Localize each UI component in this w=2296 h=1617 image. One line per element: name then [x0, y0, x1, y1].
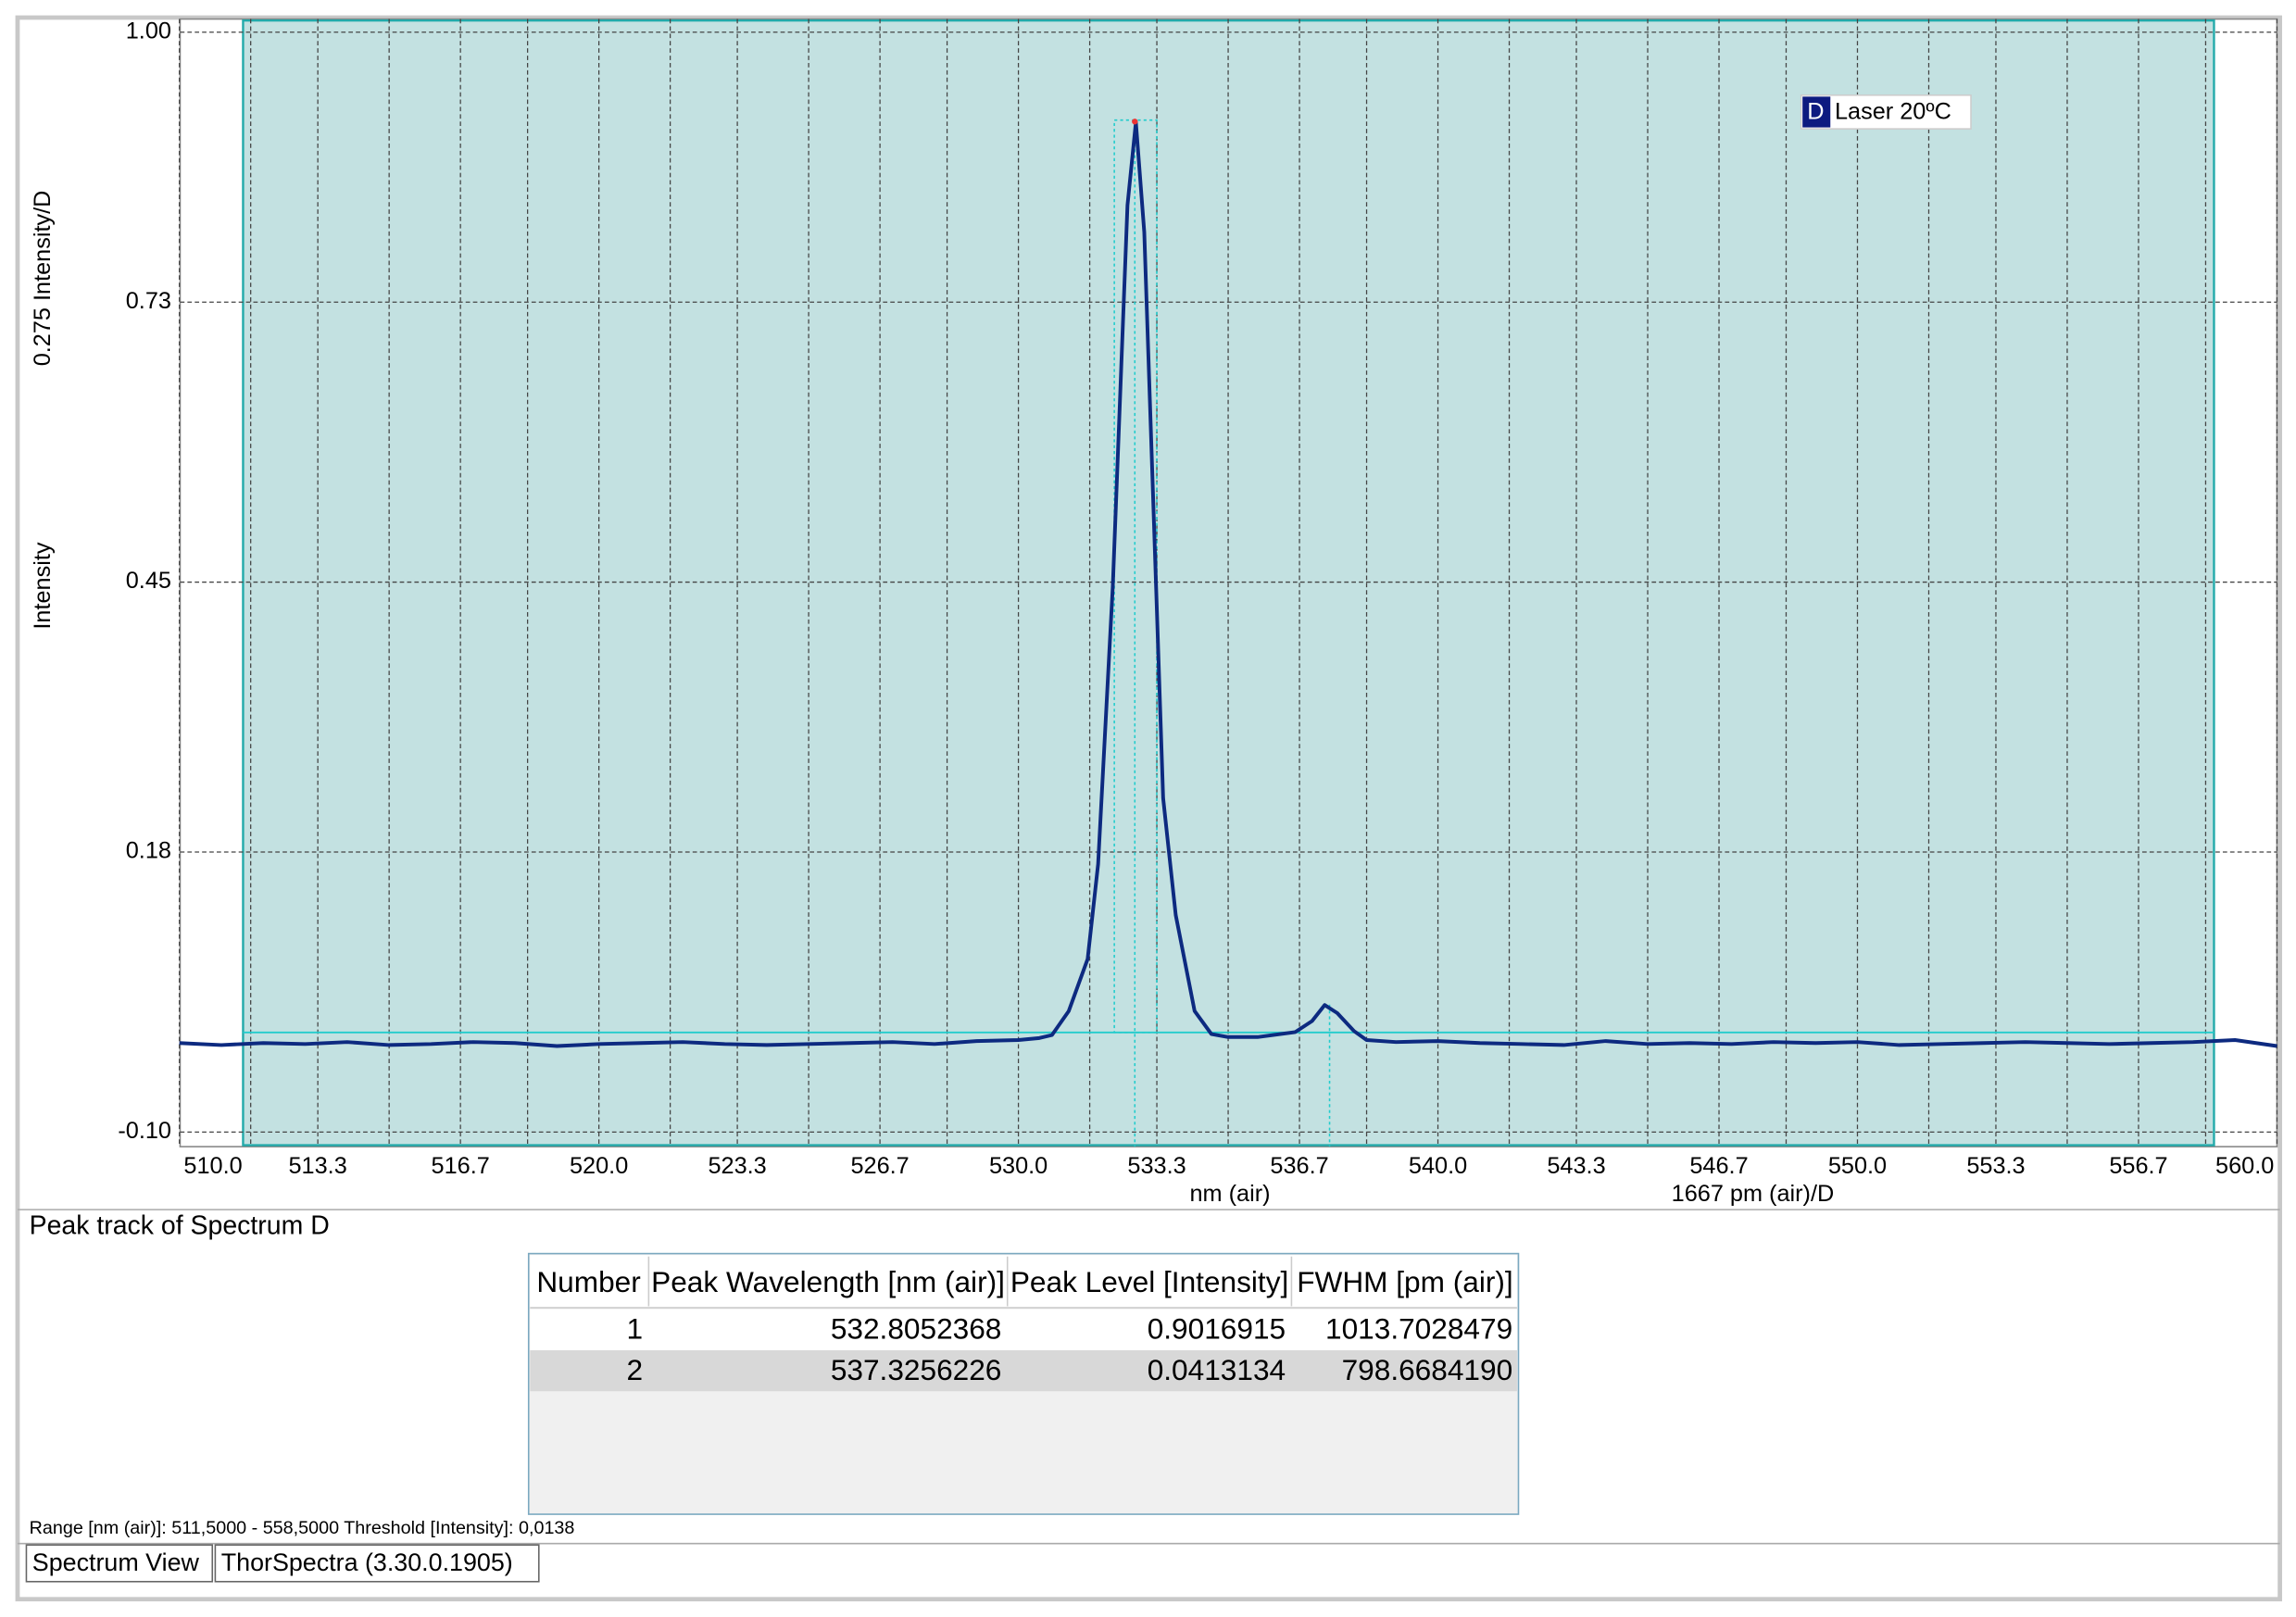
x-tick-label: 520.0	[570, 1153, 628, 1179]
table-header	[530, 1255, 1517, 1309]
y-tick-label: 0.73	[126, 288, 171, 314]
status-text: Range [nm (air)]: 511,5000 - 558,5000 Th…	[30, 1518, 575, 1538]
table-cell: 0.0413134	[1148, 1353, 1286, 1386]
x-tick-label: 553.3	[1966, 1153, 2025, 1179]
x-axis-label: 1667 pm (air)/D	[1672, 1181, 1835, 1207]
y-axis-label: 0.275 Intensity/D	[30, 191, 56, 367]
x-tick-label: 510.0	[183, 1153, 242, 1179]
peak-dot	[1132, 119, 1138, 125]
x-tick-label: 550.0	[1828, 1153, 1887, 1179]
legend-key	[1802, 96, 1831, 128]
x-tick-label: 546.7	[1689, 1153, 1748, 1179]
tab[interactable]	[25, 1544, 214, 1583]
x-tick-label: 526.7	[850, 1153, 909, 1179]
panel-title: Peak track of Spectrum D	[30, 1211, 330, 1241]
table-row	[530, 1349, 1517, 1392]
column-header: FWHM [pm (air)]	[1297, 1265, 1513, 1298]
column-header: Peak Level [Intensity]	[1010, 1265, 1288, 1298]
x-tick-label: 540.0	[1409, 1153, 1467, 1179]
y-tick-label: 1.00	[126, 18, 171, 44]
tab-label[interactable]: Spectrum View	[32, 1548, 200, 1576]
x-axis-label: nm (air)	[1190, 1181, 1271, 1207]
x-tick-label: 533.3	[1127, 1153, 1186, 1179]
table-cell: 532.8052368	[831, 1312, 1002, 1346]
x-tick-label: 543.3	[1547, 1153, 1605, 1179]
x-tick-label: 556.7	[2109, 1153, 2167, 1179]
x-tick-label: 513.3	[289, 1153, 347, 1179]
x-tick-label: 516.7	[432, 1153, 490, 1179]
column-header: Number	[536, 1265, 640, 1298]
tab-label[interactable]: ThorSpectra (3.30.0.1905)	[221, 1548, 513, 1576]
x-tick-label: 560.0	[2215, 1153, 2274, 1179]
x-tick-label: 523.3	[708, 1153, 766, 1179]
table-cell: 2	[626, 1353, 643, 1386]
y-tick-label: -0.10	[118, 1118, 171, 1144]
y-tick-label: 0.18	[126, 838, 171, 864]
table-cell: 1013.7028479	[1325, 1312, 1512, 1346]
x-tick-label: 530.0	[989, 1153, 1048, 1179]
table-row	[530, 1309, 1517, 1350]
legend-label: Laser 20ºC	[1835, 98, 1951, 124]
x-tick-label: 536.7	[1270, 1153, 1328, 1179]
table-cell: 798.6684190	[1342, 1353, 1513, 1386]
y-axis-label: Intensity	[30, 542, 56, 630]
legend-key-label: D	[1807, 98, 1824, 124]
tab[interactable]	[214, 1544, 540, 1583]
table-cell: 1	[626, 1312, 643, 1346]
spectrum-line	[179, 119, 2277, 1048]
column-header: Peak Wavelength [nm (air)]	[651, 1265, 1005, 1298]
table-cell: 537.3256226	[831, 1353, 1002, 1386]
table-cell: 0.9016915	[1148, 1312, 1286, 1346]
y-tick-label: 0.45	[126, 568, 171, 594]
